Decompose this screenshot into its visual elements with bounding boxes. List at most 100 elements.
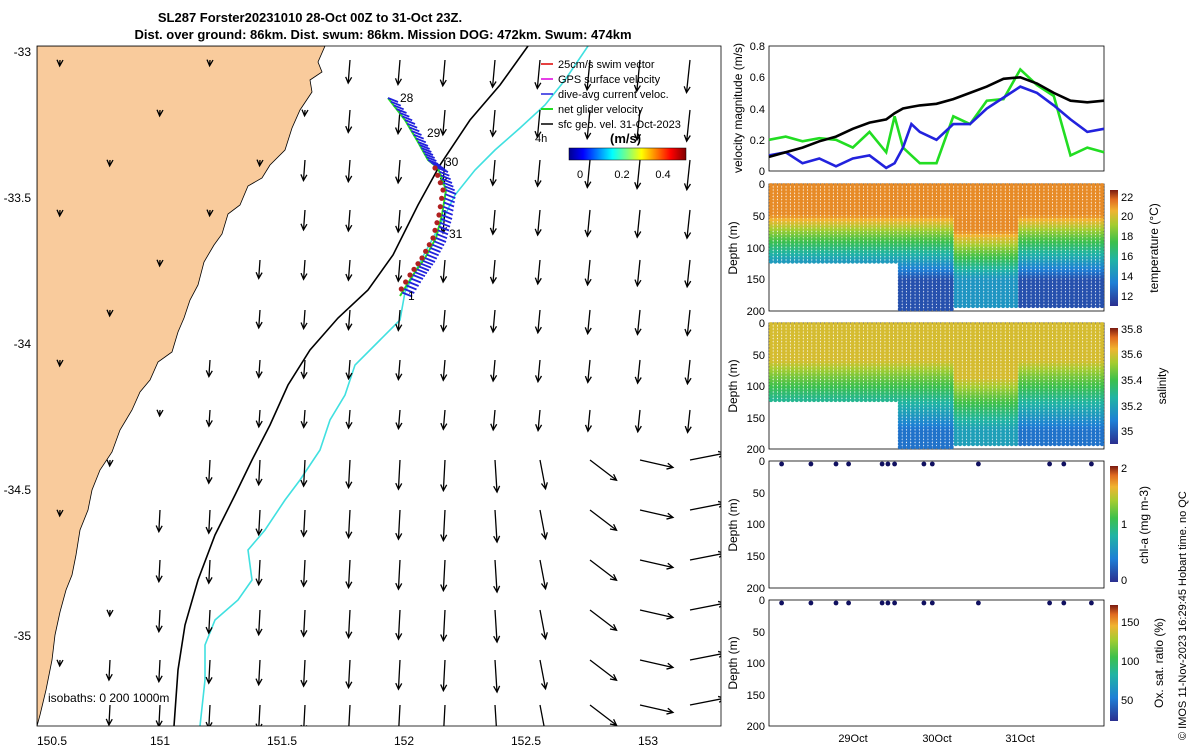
section-point [1005,369,1010,374]
section-point [1082,291,1088,296]
section-point [777,381,782,387]
section-point [872,205,877,210]
current-vector [156,259,164,268]
section-point [837,183,842,188]
section-point [854,233,860,239]
section-point [1035,230,1040,236]
section-point [936,205,941,210]
section-point [945,214,950,220]
section-point [850,211,855,216]
section-point [850,221,855,226]
section-point [1035,189,1040,194]
section-point [1082,195,1088,201]
section-point [803,202,808,207]
section-point [846,214,851,220]
section-point [932,394,937,399]
current-vector [300,559,308,588]
section-point [936,325,941,330]
current-vector [584,309,592,336]
section-point [936,275,941,280]
section-point [1074,249,1079,255]
section-point [1005,240,1010,245]
section-point [902,426,907,431]
section-point [970,344,976,349]
section-point [902,237,907,242]
section-point [936,322,941,327]
section-point [807,378,812,384]
section-point [1061,202,1066,207]
section-point [1031,233,1036,239]
section-point [854,218,860,223]
section-point [1086,287,1092,293]
section-point [884,198,890,204]
section-point [988,328,993,333]
section-point [940,192,946,197]
section-point [773,397,778,403]
section-point [872,211,877,216]
section-point [962,426,967,431]
section-point [992,441,997,447]
section-point [1086,262,1092,267]
section-point [893,347,898,352]
section-point [773,341,778,346]
section-point [975,419,980,425]
section-point [1000,265,1006,270]
section-point [854,337,860,343]
section-point [1078,230,1083,236]
temp-cbtick-20: 20 [1121,211,1133,223]
section-point [1035,287,1040,293]
section-point [1009,325,1014,330]
section-point [983,294,989,299]
section-point [1013,388,1019,393]
section-point [962,192,967,197]
section-point [932,256,937,261]
current-vector [440,409,448,431]
section-point [846,341,851,346]
section-point [786,353,791,358]
section-point [1013,404,1019,409]
section-point [1000,230,1006,236]
section-point [906,429,911,434]
section-point [1013,441,1019,447]
section-point [850,341,855,346]
section-point [850,202,855,207]
section-point [953,400,958,406]
section-point [923,347,928,352]
section-point [1048,237,1053,242]
section-point [833,221,838,226]
section-point [872,192,877,197]
dive-avg-vector [426,253,438,260]
section-point [841,347,847,352]
section-point [927,381,933,387]
section-point [983,256,989,261]
section-point [988,294,993,299]
section-point [884,344,890,349]
current-vector [539,559,548,591]
section-point [1013,205,1019,210]
section-point [906,208,911,213]
section-point [936,347,941,352]
section-point [829,394,834,399]
current-vector [534,109,542,139]
section-point [945,441,950,447]
section-point [897,237,903,242]
section-point [915,363,920,368]
section-point [854,331,860,336]
section-point [1069,183,1075,188]
section-point [915,337,920,343]
section-point [1035,256,1040,261]
section-point [1031,297,1036,302]
section-point [884,328,890,333]
map-xtick-150.5: 150.5 [37,734,67,748]
section-point [923,441,928,447]
section-point [936,381,941,387]
section-point [1095,303,1100,309]
section-point [876,230,881,236]
section-point [988,353,993,358]
section-point [824,347,830,352]
section-point [884,230,890,236]
section-point [1026,322,1032,327]
section-point [872,227,877,232]
section-point [773,322,778,327]
section-point [1009,372,1014,377]
